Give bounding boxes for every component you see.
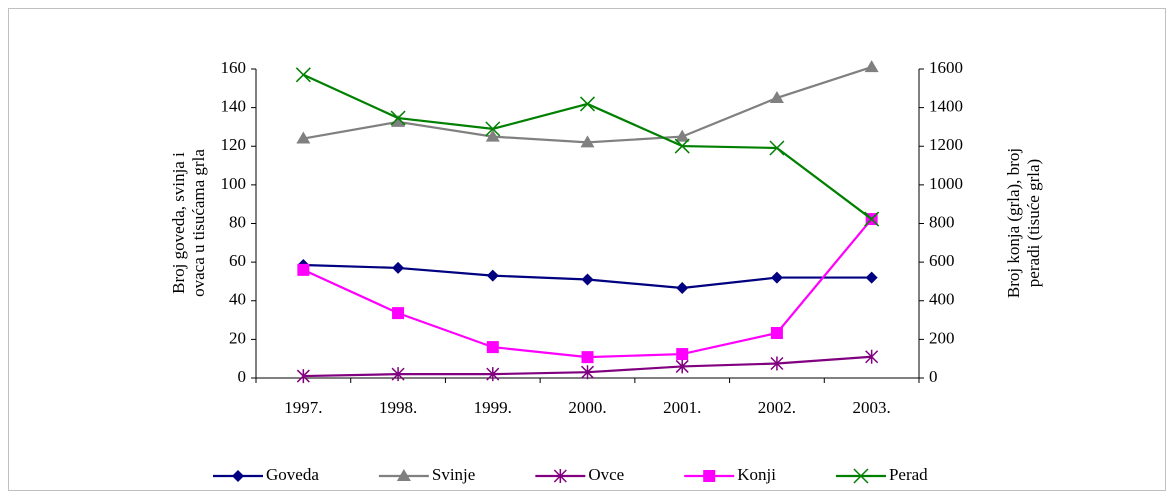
marker <box>581 351 594 364</box>
marker <box>391 114 406 127</box>
x-tick-label: 2002. <box>758 398 796 417</box>
chart-frame <box>8 8 1166 491</box>
y-tick-label: 80 <box>229 212 246 231</box>
marker <box>486 269 499 282</box>
y-tick-label: 0 <box>238 367 247 386</box>
marker <box>770 327 783 340</box>
marker <box>864 211 880 227</box>
marker <box>392 261 405 274</box>
y2-tick-label: 0 <box>929 367 938 386</box>
x-tick-label: 1999. <box>474 398 512 417</box>
marker <box>391 367 405 382</box>
marker <box>676 282 689 295</box>
y-tick-label: 140 <box>221 97 247 116</box>
y-tick-label: 100 <box>221 174 247 193</box>
y-tick-label: 20 <box>229 328 246 347</box>
y-tick-label: 120 <box>221 135 247 154</box>
marker <box>853 468 869 484</box>
marker <box>769 90 784 103</box>
y2-tick-label: 1000 <box>929 174 963 193</box>
y2-tick-label: 1200 <box>929 135 963 154</box>
marker <box>296 369 310 384</box>
marker <box>675 129 690 142</box>
legend-label: Svinje <box>432 465 475 484</box>
y-tick-label: 60 <box>229 251 246 270</box>
marker <box>676 348 689 361</box>
legend-label: Perad <box>889 465 928 484</box>
marker <box>581 273 594 286</box>
y2-tick-label: 200 <box>929 328 955 347</box>
y2-tick-label: 600 <box>929 251 955 270</box>
marker <box>392 307 405 320</box>
y2-tick-label: 1600 <box>929 58 963 77</box>
marker <box>486 367 500 382</box>
marker <box>296 131 311 144</box>
x-tick-label: 1998. <box>379 398 417 417</box>
marker <box>579 96 596 112</box>
x-tick-label: 2001. <box>663 398 701 417</box>
marker <box>232 470 244 482</box>
legend-label: Konji <box>737 465 776 484</box>
y-axis-label: Broj goveda, svinja iovaca u tisućama gr… <box>169 149 208 297</box>
marker <box>553 469 567 483</box>
marker <box>485 129 500 142</box>
marker <box>865 349 879 364</box>
marker <box>769 140 785 156</box>
marker <box>295 67 311 83</box>
y-tick-label: 40 <box>229 290 246 309</box>
marker <box>675 359 689 374</box>
y2-tick-label: 400 <box>929 290 955 309</box>
y2-tick-label: 1400 <box>929 97 963 116</box>
x-tick-label: 2000. <box>568 398 606 417</box>
y2-axis-label: Broj konja (grla), brojperadi (tisuće gr… <box>1004 148 1043 298</box>
marker <box>297 263 310 276</box>
marker <box>486 341 499 354</box>
legend-label: Ovce <box>588 465 624 484</box>
marker <box>703 470 716 482</box>
marker <box>390 110 406 126</box>
marker <box>865 271 878 284</box>
legend-label: Goveda <box>266 465 319 484</box>
marker <box>580 365 595 380</box>
y-tick-label: 160 <box>221 58 247 77</box>
marker <box>864 60 879 73</box>
x-tick-label: 2003. <box>853 398 891 417</box>
marker <box>674 138 690 154</box>
marker <box>580 135 595 148</box>
x-tick-label: 1997. <box>284 398 322 417</box>
marker <box>485 121 501 137</box>
marker <box>770 271 783 284</box>
marker <box>770 356 784 371</box>
y2-tick-label: 800 <box>929 212 955 231</box>
marker <box>396 469 411 481</box>
